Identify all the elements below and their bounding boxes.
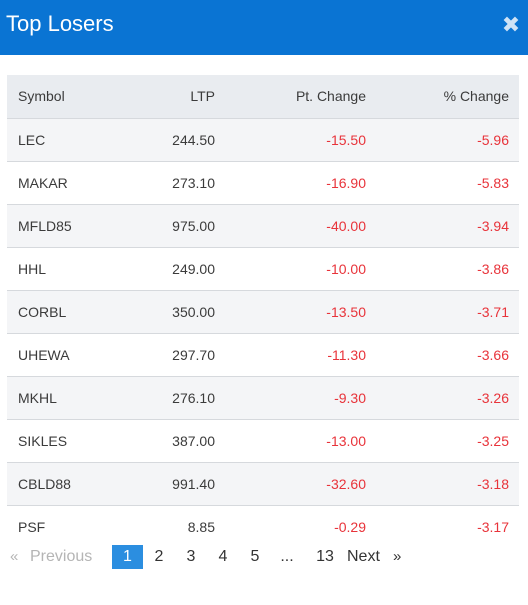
page-1-button[interactable]: 1 xyxy=(112,545,143,569)
table-header-row: Symbol LTP Pt. Change % Change xyxy=(7,75,519,118)
ltp-cell: 387.00 xyxy=(172,432,215,449)
pt-change-cell: -13.50 xyxy=(326,303,366,320)
table-row[interactable]: UHEWA 297.70 -11.30 -3.66 xyxy=(7,333,519,376)
pct-change-cell: -3.18 xyxy=(477,475,509,492)
table-row[interactable]: HHL 249.00 -10.00 -3.86 xyxy=(7,247,519,290)
page-13-button[interactable]: 13 xyxy=(316,548,334,565)
ltp-cell: 350.00 xyxy=(172,303,215,320)
ltp-cell: 276.10 xyxy=(172,389,215,406)
pct-change-cell: -3.25 xyxy=(477,432,509,449)
page-2-button[interactable]: 2 xyxy=(154,548,164,565)
pagination: « Previous 1 2 3 4 5 ... 13 Next » xyxy=(10,545,409,569)
pt-change-cell: -0.29 xyxy=(334,518,366,535)
table-row[interactable]: MKHL 276.10 -9.30 -3.26 xyxy=(7,376,519,419)
symbol-cell[interactable]: LEC xyxy=(18,131,46,148)
next-page-button[interactable]: Next xyxy=(347,548,380,565)
pt-change-cell: -11.30 xyxy=(327,346,366,363)
pt-change-cell: -13.00 xyxy=(326,432,366,449)
close-icon[interactable]: ✖ xyxy=(501,12,521,37)
pt-change-cell: -40.00 xyxy=(326,217,366,234)
ltp-cell: 249.00 xyxy=(172,260,215,277)
pct-change-cell: -3.86 xyxy=(477,260,509,277)
pt-change-cell: -15.50 xyxy=(326,131,366,148)
page-4-button[interactable]: 4 xyxy=(218,548,228,565)
pct-change-cell: -3.26 xyxy=(477,389,509,406)
symbol-cell[interactable]: CBLD88 xyxy=(18,475,71,492)
pt-change-cell: -10.00 xyxy=(326,260,366,277)
column-header-pct-change[interactable]: % Change xyxy=(443,88,509,105)
table-row[interactable]: CBLD88 991.40 -32.60 -3.18 xyxy=(7,462,519,505)
page-3-button[interactable]: 3 xyxy=(186,548,196,565)
symbol-cell[interactable]: SIKLES xyxy=(18,432,68,449)
previous-page-button[interactable]: Previous xyxy=(30,548,93,565)
symbol-cell[interactable]: CORBL xyxy=(18,303,67,320)
symbol-cell[interactable]: UHEWA xyxy=(18,346,70,363)
column-header-symbol[interactable]: Symbol xyxy=(18,88,65,105)
ltp-cell: 991.40 xyxy=(172,475,215,492)
modal-header: Top Losers ✖ xyxy=(0,0,528,55)
pct-change-cell: -5.83 xyxy=(477,174,509,191)
pt-change-cell: -9.30 xyxy=(334,389,366,406)
previous-chevron-icon: « xyxy=(10,548,19,565)
top-losers-table: Symbol LTP Pt. Change % Change LEC 244.50… xyxy=(7,75,519,548)
table-row[interactable]: LEC 244.50 -15.50 -5.96 xyxy=(7,118,519,161)
pct-change-cell: -5.96 xyxy=(477,131,509,148)
table-row[interactable]: PSF 8.85 -0.29 -3.17 xyxy=(7,505,519,548)
pt-change-cell: -32.60 xyxy=(326,475,366,492)
table-row[interactable]: MAKAR 273.10 -16.90 -5.83 xyxy=(7,161,519,204)
pct-change-cell: -3.66 xyxy=(477,346,509,363)
pt-change-cell: -16.90 xyxy=(326,174,366,191)
ltp-cell: 273.10 xyxy=(172,174,215,191)
column-header-ltp[interactable]: LTP xyxy=(190,88,215,105)
symbol-cell[interactable]: HHL xyxy=(18,260,47,277)
symbol-cell[interactable]: MFLD85 xyxy=(18,217,72,234)
ltp-cell: 297.70 xyxy=(172,346,215,363)
ltp-cell: 244.50 xyxy=(172,131,215,148)
ltp-cell: 8.85 xyxy=(187,518,215,535)
column-header-pt-change[interactable]: Pt. Change xyxy=(295,88,366,105)
pct-change-cell: -3.94 xyxy=(477,217,509,234)
symbol-cell[interactable]: PSF xyxy=(18,518,46,535)
modal-title: Top Losers xyxy=(6,11,114,36)
table-row[interactable]: SIKLES 387.00 -13.00 -3.25 xyxy=(7,419,519,462)
page-5-button[interactable]: 5 xyxy=(250,548,260,565)
next-chevron-icon[interactable]: » xyxy=(393,548,402,565)
ltp-cell: 975.00 xyxy=(172,217,215,234)
symbol-cell[interactable]: MAKAR xyxy=(18,174,68,191)
table-row[interactable]: CORBL 350.00 -13.50 -3.71 xyxy=(7,290,519,333)
pagination-ellipsis: ... xyxy=(280,548,294,565)
pct-change-cell: -3.71 xyxy=(477,303,509,320)
pct-change-cell: -3.17 xyxy=(477,518,509,535)
table-row[interactable]: MFLD85 975.00 -40.00 -3.94 xyxy=(7,204,519,247)
symbol-cell[interactable]: MKHL xyxy=(18,389,57,406)
